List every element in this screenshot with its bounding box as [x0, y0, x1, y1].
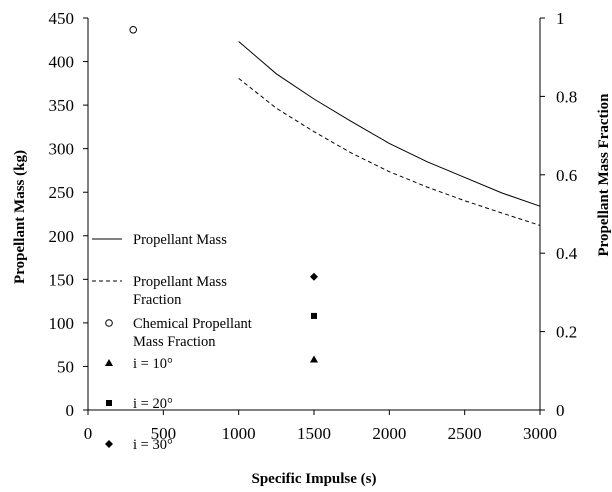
- legend-label: Mass Fraction: [133, 334, 216, 350]
- y-tick-label: 200: [49, 227, 75, 246]
- y2-tick-label: 0.4: [556, 244, 578, 263]
- x-tick-label: 500: [151, 424, 177, 443]
- y2-tick-label: 0.2: [556, 323, 577, 342]
- y2-tick-label: 0.6: [556, 166, 577, 185]
- series-line-0: [238, 41, 541, 207]
- legend-label: i = 20°: [133, 396, 173, 412]
- x-tick-labels: 0 500 1000 1500 2000 2500 3000: [84, 424, 557, 443]
- series-line-1: [238, 78, 541, 226]
- legend-label: i = 10°: [133, 356, 173, 372]
- y2-tick-labels: 0 0.2 0.4 0.6 0.8 1: [556, 9, 578, 420]
- x-axis-title: Specific Impulse (s): [252, 471, 377, 487]
- legend-symbol-triangle: [105, 359, 113, 366]
- legend-symbol-square: [106, 400, 112, 406]
- y2-tick-label: 1: [556, 9, 565, 28]
- data-point-square: [311, 312, 317, 319]
- x-tick-label: 2500: [448, 424, 482, 443]
- y-tick-label: 150: [49, 270, 75, 289]
- y-tick-label: 100: [49, 314, 75, 333]
- y-tick-label: 0: [66, 401, 75, 420]
- legend-label: Chemical Propellant: [133, 316, 252, 332]
- y-tick-label: 250: [49, 183, 75, 202]
- y-tick-labels: 0 50 100 150 200 250 300 350 400 450: [49, 9, 75, 420]
- y-tick-label: 450: [49, 9, 75, 28]
- legend-symbol-circle-open: [105, 319, 113, 327]
- x-tick-label: 0: [84, 424, 93, 443]
- y2-tick-label: 0: [556, 401, 565, 420]
- y2-tick-label: 0.8: [556, 87, 577, 106]
- y-tick-label: 400: [49, 53, 75, 72]
- data-point-circle-open: [129, 25, 137, 34]
- plot-area: [129, 25, 541, 363]
- y2-axis-title: Propellant Mass Fraction: [596, 93, 612, 257]
- data-point-triangle: [310, 355, 318, 363]
- y-tick-label: 350: [49, 96, 75, 115]
- y-axis-title: Propellant Mass (kg): [12, 150, 28, 284]
- legend-label: i = 30°: [133, 437, 173, 453]
- legend-label: Propellant Mass: [133, 274, 227, 290]
- y-tick-label: 50: [57, 357, 74, 376]
- x-tick-label: 2000: [372, 424, 406, 443]
- legend-symbol-diamond: [105, 440, 113, 448]
- x-tick-label: 1500: [297, 424, 331, 443]
- data-point-diamond: [310, 272, 318, 281]
- legend-label: Fraction: [133, 292, 182, 308]
- x-tick-label: 1000: [222, 424, 256, 443]
- axes: [83, 17, 545, 415]
- legend: Propellant Mass Propellant Mass Fraction Ch…: [92, 232, 252, 453]
- y-tick-label: 300: [49, 140, 75, 159]
- legend-label: Propellant Mass: [133, 232, 227, 248]
- x-tick-label: 3000: [523, 424, 557, 443]
